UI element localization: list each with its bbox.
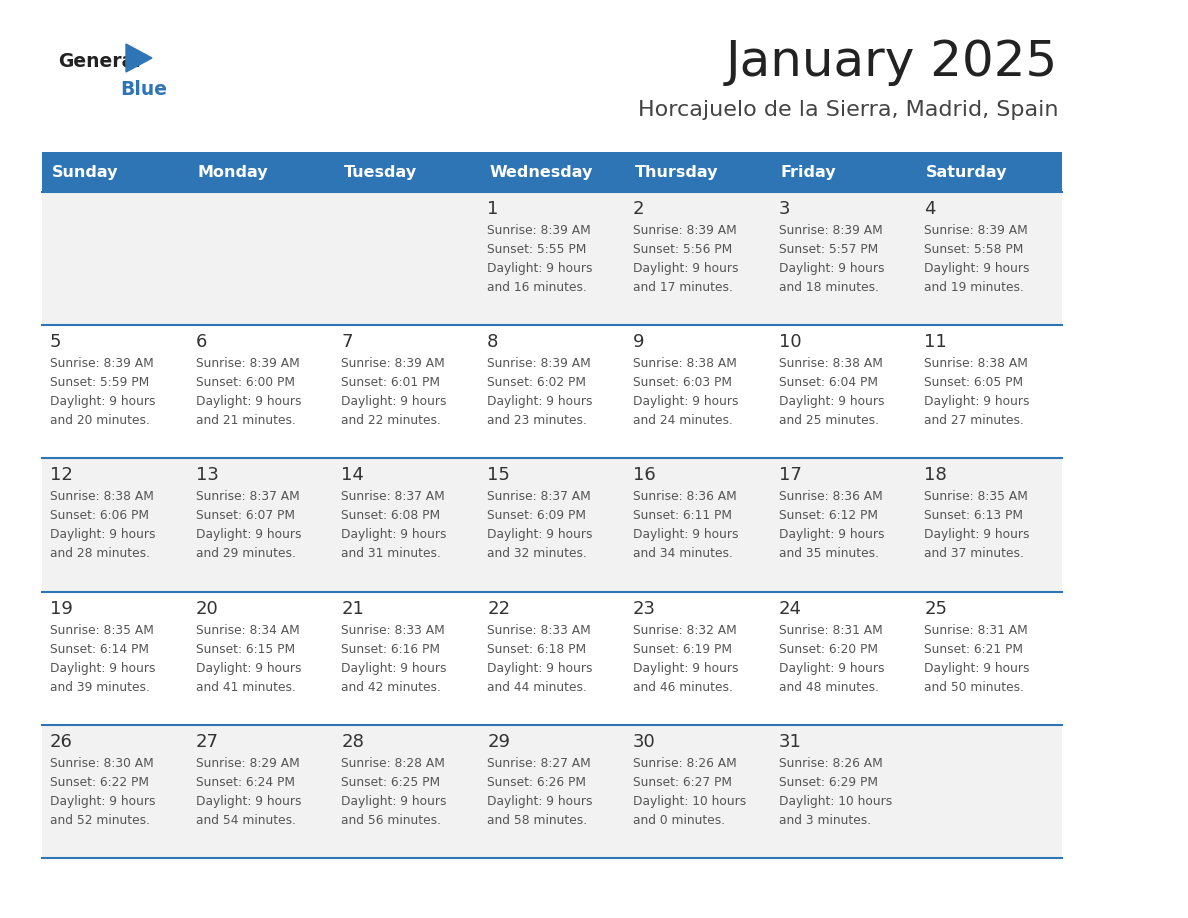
Bar (771, 152, 916, 192)
Text: Sunrise: 8:33 AM
Sunset: 6:18 PM
Daylight: 9 hours
and 44 minutes.: Sunrise: 8:33 AM Sunset: 6:18 PM Dayligh… (487, 623, 593, 694)
Text: Sunrise: 8:31 AM
Sunset: 6:21 PM
Daylight: 9 hours
and 50 minutes.: Sunrise: 8:31 AM Sunset: 6:21 PM Dayligh… (924, 623, 1030, 694)
Text: 6: 6 (196, 333, 207, 352)
Text: Sunrise: 8:36 AM
Sunset: 6:11 PM
Daylight: 9 hours
and 34 minutes.: Sunrise: 8:36 AM Sunset: 6:11 PM Dayligh… (633, 490, 739, 560)
Text: Sunrise: 8:39 AM
Sunset: 5:56 PM
Daylight: 9 hours
and 17 minutes.: Sunrise: 8:39 AM Sunset: 5:56 PM Dayligh… (633, 224, 739, 294)
Text: 7: 7 (341, 333, 353, 352)
Text: Sunrise: 8:39 AM
Sunset: 5:57 PM
Daylight: 9 hours
and 18 minutes.: Sunrise: 8:39 AM Sunset: 5:57 PM Dayligh… (778, 224, 884, 294)
Text: Sunrise: 8:28 AM
Sunset: 6:25 PM
Daylight: 9 hours
and 56 minutes.: Sunrise: 8:28 AM Sunset: 6:25 PM Dayligh… (341, 756, 447, 827)
Text: Sunrise: 8:31 AM
Sunset: 6:20 PM
Daylight: 9 hours
and 48 minutes.: Sunrise: 8:31 AM Sunset: 6:20 PM Dayligh… (778, 623, 884, 694)
Text: Sunrise: 8:35 AM
Sunset: 6:14 PM
Daylight: 9 hours
and 39 minutes.: Sunrise: 8:35 AM Sunset: 6:14 PM Dayligh… (50, 623, 156, 694)
Text: 27: 27 (196, 733, 219, 751)
Text: General: General (58, 52, 140, 71)
Text: 13: 13 (196, 466, 219, 485)
Text: Sunrise: 8:38 AM
Sunset: 6:05 PM
Daylight: 9 hours
and 27 minutes.: Sunrise: 8:38 AM Sunset: 6:05 PM Dayligh… (924, 357, 1030, 427)
Bar (188, 152, 334, 192)
Text: Wednesday: Wednesday (489, 164, 593, 180)
Text: Sunrise: 8:39 AM
Sunset: 5:58 PM
Daylight: 9 hours
and 19 minutes.: Sunrise: 8:39 AM Sunset: 5:58 PM Dayligh… (924, 224, 1030, 294)
Text: Sunrise: 8:39 AM
Sunset: 5:59 PM
Daylight: 9 hours
and 20 minutes.: Sunrise: 8:39 AM Sunset: 5:59 PM Dayligh… (50, 357, 156, 427)
Text: 24: 24 (778, 599, 802, 618)
Text: 11: 11 (924, 333, 947, 352)
Bar (334, 152, 479, 192)
Text: 30: 30 (633, 733, 656, 751)
Bar (42, 458, 1062, 591)
Text: Horcajuelo de la Sierra, Madrid, Spain: Horcajuelo de la Sierra, Madrid, Spain (638, 100, 1059, 120)
Text: Sunrise: 8:29 AM
Sunset: 6:24 PM
Daylight: 9 hours
and 54 minutes.: Sunrise: 8:29 AM Sunset: 6:24 PM Dayligh… (196, 756, 302, 827)
Text: 20: 20 (196, 599, 219, 618)
Text: 16: 16 (633, 466, 656, 485)
Text: Sunrise: 8:36 AM
Sunset: 6:12 PM
Daylight: 9 hours
and 35 minutes.: Sunrise: 8:36 AM Sunset: 6:12 PM Dayligh… (778, 490, 884, 560)
Text: January 2025: January 2025 (726, 38, 1059, 86)
Text: 29: 29 (487, 733, 510, 751)
Text: 1: 1 (487, 200, 499, 218)
Text: Sunrise: 8:38 AM
Sunset: 6:04 PM
Daylight: 9 hours
and 25 minutes.: Sunrise: 8:38 AM Sunset: 6:04 PM Dayligh… (778, 357, 884, 427)
Text: Monday: Monday (197, 164, 268, 180)
Bar (42, 152, 188, 192)
Text: 25: 25 (924, 599, 947, 618)
Text: 15: 15 (487, 466, 510, 485)
Text: Sunrise: 8:32 AM
Sunset: 6:19 PM
Daylight: 9 hours
and 46 minutes.: Sunrise: 8:32 AM Sunset: 6:19 PM Dayligh… (633, 623, 739, 694)
Bar (42, 192, 1062, 325)
Text: Sunrise: 8:26 AM
Sunset: 6:27 PM
Daylight: 10 hours
and 0 minutes.: Sunrise: 8:26 AM Sunset: 6:27 PM Dayligh… (633, 756, 746, 827)
Text: 2: 2 (633, 200, 644, 218)
Text: 9: 9 (633, 333, 644, 352)
Text: 4: 4 (924, 200, 936, 218)
Text: 8: 8 (487, 333, 499, 352)
Bar (42, 591, 1062, 725)
Text: Sunrise: 8:39 AM
Sunset: 6:00 PM
Daylight: 9 hours
and 21 minutes.: Sunrise: 8:39 AM Sunset: 6:00 PM Dayligh… (196, 357, 302, 427)
Text: Sunrise: 8:26 AM
Sunset: 6:29 PM
Daylight: 10 hours
and 3 minutes.: Sunrise: 8:26 AM Sunset: 6:29 PM Dayligh… (778, 756, 892, 827)
Text: Friday: Friday (781, 164, 836, 180)
Text: Saturday: Saturday (927, 164, 1007, 180)
Text: Tuesday: Tuesday (343, 164, 417, 180)
Text: 10: 10 (778, 333, 801, 352)
Text: Sunrise: 8:37 AM
Sunset: 6:09 PM
Daylight: 9 hours
and 32 minutes.: Sunrise: 8:37 AM Sunset: 6:09 PM Dayligh… (487, 490, 593, 560)
Text: 14: 14 (341, 466, 365, 485)
Text: Sunrise: 8:33 AM
Sunset: 6:16 PM
Daylight: 9 hours
and 42 minutes.: Sunrise: 8:33 AM Sunset: 6:16 PM Dayligh… (341, 623, 447, 694)
Text: 18: 18 (924, 466, 947, 485)
Text: Sunrise: 8:38 AM
Sunset: 6:06 PM
Daylight: 9 hours
and 28 minutes.: Sunrise: 8:38 AM Sunset: 6:06 PM Dayligh… (50, 490, 156, 560)
Text: 5: 5 (50, 333, 62, 352)
Text: Sunrise: 8:35 AM
Sunset: 6:13 PM
Daylight: 9 hours
and 37 minutes.: Sunrise: 8:35 AM Sunset: 6:13 PM Dayligh… (924, 490, 1030, 560)
Text: 23: 23 (633, 599, 656, 618)
Polygon shape (126, 44, 152, 72)
Text: 19: 19 (50, 599, 72, 618)
Text: Sunrise: 8:27 AM
Sunset: 6:26 PM
Daylight: 9 hours
and 58 minutes.: Sunrise: 8:27 AM Sunset: 6:26 PM Dayligh… (487, 756, 593, 827)
Text: Thursday: Thursday (634, 164, 719, 180)
Text: 26: 26 (50, 733, 72, 751)
Bar (479, 152, 625, 192)
Text: Blue: Blue (120, 80, 168, 99)
Text: 31: 31 (778, 733, 802, 751)
Text: Sunrise: 8:37 AM
Sunset: 6:07 PM
Daylight: 9 hours
and 29 minutes.: Sunrise: 8:37 AM Sunset: 6:07 PM Dayligh… (196, 490, 302, 560)
Bar (916, 152, 1062, 192)
Text: Sunrise: 8:34 AM
Sunset: 6:15 PM
Daylight: 9 hours
and 41 minutes.: Sunrise: 8:34 AM Sunset: 6:15 PM Dayligh… (196, 623, 302, 694)
Text: Sunrise: 8:39 AM
Sunset: 6:02 PM
Daylight: 9 hours
and 23 minutes.: Sunrise: 8:39 AM Sunset: 6:02 PM Dayligh… (487, 357, 593, 427)
Text: 17: 17 (778, 466, 802, 485)
Text: 28: 28 (341, 733, 365, 751)
Bar (42, 725, 1062, 858)
Text: 22: 22 (487, 599, 510, 618)
Text: Sunrise: 8:39 AM
Sunset: 6:01 PM
Daylight: 9 hours
and 22 minutes.: Sunrise: 8:39 AM Sunset: 6:01 PM Dayligh… (341, 357, 447, 427)
Bar (42, 325, 1062, 458)
Bar (625, 152, 771, 192)
Text: Sunrise: 8:39 AM
Sunset: 5:55 PM
Daylight: 9 hours
and 16 minutes.: Sunrise: 8:39 AM Sunset: 5:55 PM Dayligh… (487, 224, 593, 294)
Text: 3: 3 (778, 200, 790, 218)
Text: Sunday: Sunday (52, 164, 119, 180)
Text: Sunrise: 8:38 AM
Sunset: 6:03 PM
Daylight: 9 hours
and 24 minutes.: Sunrise: 8:38 AM Sunset: 6:03 PM Dayligh… (633, 357, 739, 427)
Text: 21: 21 (341, 599, 365, 618)
Text: Sunrise: 8:30 AM
Sunset: 6:22 PM
Daylight: 9 hours
and 52 minutes.: Sunrise: 8:30 AM Sunset: 6:22 PM Dayligh… (50, 756, 156, 827)
Text: 12: 12 (50, 466, 72, 485)
Text: Sunrise: 8:37 AM
Sunset: 6:08 PM
Daylight: 9 hours
and 31 minutes.: Sunrise: 8:37 AM Sunset: 6:08 PM Dayligh… (341, 490, 447, 560)
